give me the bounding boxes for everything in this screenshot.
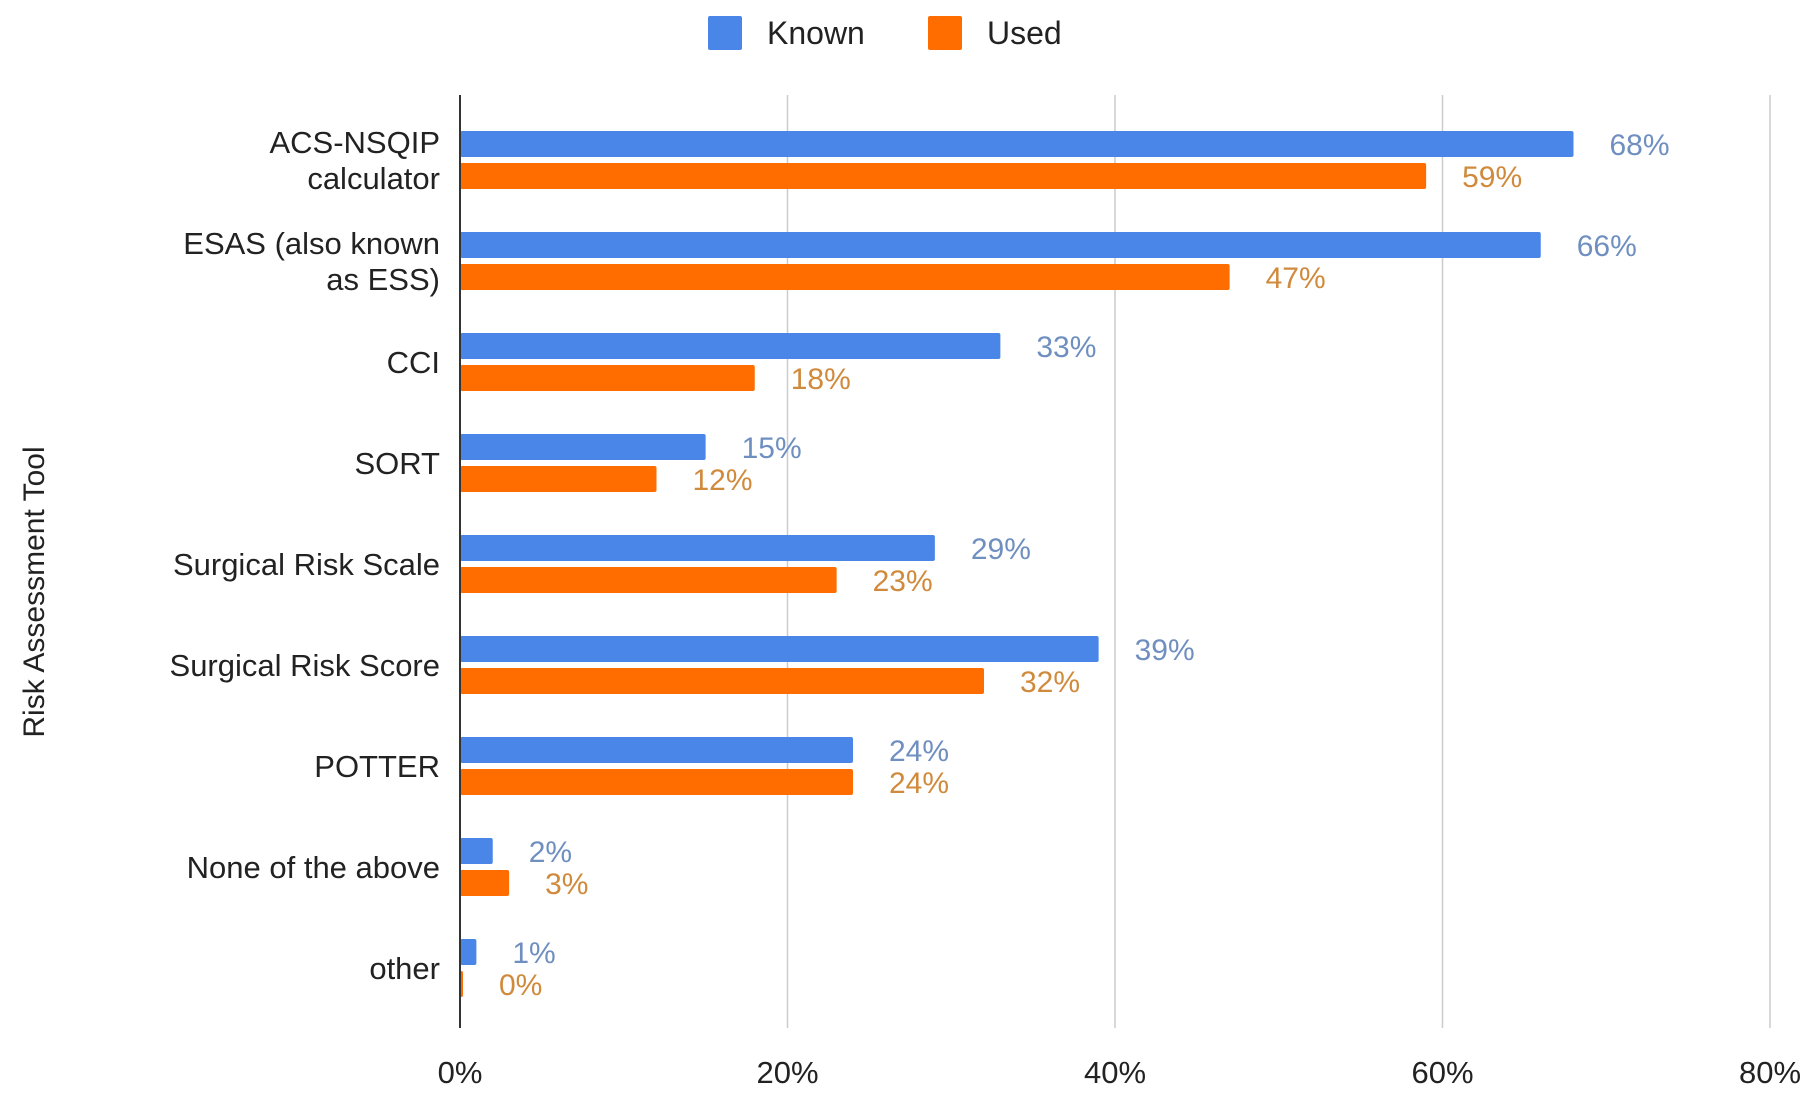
- bar-known: [460, 939, 477, 965]
- bar-used: [460, 567, 837, 593]
- category-label-line: calculator: [307, 161, 440, 196]
- legend-swatch-known: [708, 16, 742, 50]
- data-label-known: 15%: [742, 432, 802, 465]
- bar-used: [460, 163, 1427, 189]
- bar-used: [460, 769, 853, 795]
- bar-known: [460, 838, 493, 864]
- category-label-line: other: [369, 951, 440, 986]
- bar-used: [460, 264, 1230, 290]
- legend-swatch-used: [928, 16, 962, 50]
- bar-known: [460, 333, 1001, 359]
- data-label-known: 1%: [512, 937, 555, 970]
- category-label: SORT: [354, 446, 440, 481]
- bars: [460, 131, 1574, 997]
- data-label-known: 24%: [889, 735, 949, 768]
- category-label-line: None of the above: [187, 850, 440, 885]
- category-label: POTTER: [314, 749, 440, 784]
- y-axis-title: Risk Assessment Tool: [18, 446, 51, 737]
- x-tick-label: 0%: [438, 1055, 483, 1090]
- category-label: CCI: [387, 345, 440, 380]
- category-label-line: CCI: [387, 345, 440, 380]
- x-tick-label: 60%: [1411, 1055, 1473, 1090]
- category-label: ACS-NSQIP calculator: [269, 125, 440, 196]
- data-label-used: 12%: [693, 464, 753, 497]
- x-tick-label: 40%: [1084, 1055, 1146, 1090]
- category-label: Surgical Risk Score: [170, 648, 440, 683]
- data-label-known: 33%: [1036, 331, 1096, 364]
- bar-known: [460, 232, 1541, 258]
- data-label-used: 32%: [1020, 666, 1080, 699]
- data-label-used: 3%: [545, 868, 588, 901]
- data-label-known: 68%: [1610, 129, 1670, 162]
- data-label-used: 59%: [1462, 161, 1522, 194]
- bar-used: [460, 466, 657, 492]
- data-label-used: 47%: [1266, 262, 1326, 295]
- data-label-used: 24%: [889, 767, 949, 800]
- data-label-known: 29%: [971, 533, 1031, 566]
- category-label: Surgical Risk Scale: [173, 547, 440, 582]
- bar-known: [460, 636, 1099, 662]
- bar-used: [460, 365, 755, 391]
- axes: 0% 20% 40% 60% 80% Risk Assessment Tool: [18, 95, 1801, 1090]
- data-label-used: 0%: [499, 969, 542, 1002]
- category-label-line: ESAS (also known: [183, 226, 440, 261]
- bar-used: [460, 870, 510, 896]
- category-label-line: POTTER: [314, 749, 440, 784]
- data-label-known: 66%: [1577, 230, 1637, 263]
- legend-label-used: Used: [987, 15, 1062, 51]
- category-label: ESAS (also known as ESS): [183, 226, 440, 297]
- labels: 68% 59% ACS-NSQIP calculator 66% 47% ESAS (als…: [170, 125, 1670, 1002]
- bar-known: [460, 434, 706, 460]
- category-label-line: SORT: [354, 446, 440, 481]
- category-label-line: as ESS): [326, 262, 440, 297]
- legend: Known Used: [708, 15, 1062, 51]
- data-label-used: 18%: [791, 363, 851, 396]
- category-label-line: Surgical Risk Score: [170, 648, 440, 683]
- data-label-known: 2%: [529, 836, 572, 869]
- data-label-known: 39%: [1135, 634, 1195, 667]
- category-label-line: ACS-NSQIP: [269, 125, 440, 160]
- category-label: other: [369, 951, 440, 986]
- bar-known: [460, 535, 935, 561]
- bar-used: [460, 668, 984, 694]
- bar-known: [460, 737, 853, 763]
- legend-label-known: Known: [767, 15, 865, 51]
- category-label: None of the above: [187, 850, 440, 885]
- x-tick-label: 80%: [1739, 1055, 1801, 1090]
- category-label-line: Surgical Risk Scale: [173, 547, 440, 582]
- x-tick-label: 20%: [756, 1055, 818, 1090]
- bar-known: [460, 131, 1574, 157]
- data-label-used: 23%: [873, 565, 933, 598]
